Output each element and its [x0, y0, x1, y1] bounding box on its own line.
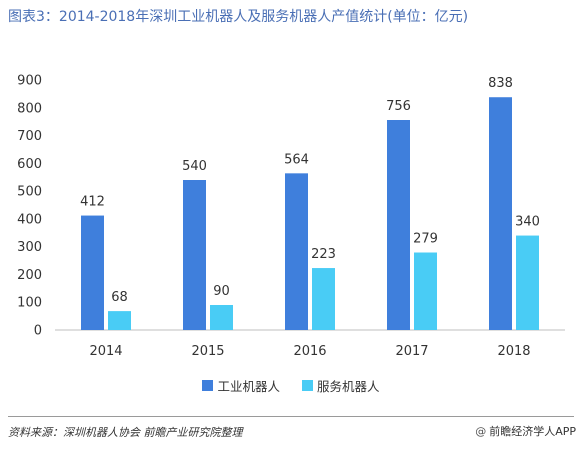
- legend-swatch-service: [302, 380, 313, 391]
- brand-credit: @ 前瞻经济学人APP: [475, 423, 576, 439]
- bar-industrial: [183, 180, 206, 330]
- y-tick-label: 900: [17, 74, 42, 89]
- bar-industrial: [387, 120, 410, 330]
- x-tick-label: 2018: [497, 344, 530, 359]
- data-label: 90: [213, 284, 230, 299]
- y-tick-label: 200: [17, 268, 42, 283]
- bar-service: [516, 235, 539, 330]
- data-label: 756: [386, 99, 411, 114]
- y-tick-label: 100: [17, 296, 42, 311]
- legend-swatch-industrial: [202, 380, 214, 391]
- data-label: 68: [111, 290, 128, 305]
- legend-label-service: 服务机器人: [317, 379, 380, 394]
- legend-label-industrial: 工业机器人: [217, 379, 280, 394]
- bar-service: [414, 252, 437, 330]
- y-tick-label: 600: [17, 157, 42, 172]
- y-tick-label: 700: [17, 129, 42, 144]
- y-tick-label: 300: [17, 240, 42, 255]
- bar-service: [312, 268, 335, 330]
- bar-service: [210, 305, 233, 330]
- y-tick-label: 800: [17, 101, 42, 116]
- bar-service: [108, 311, 131, 330]
- footer-divider: [8, 416, 574, 417]
- data-label: 279: [413, 232, 438, 247]
- data-label: 340: [515, 215, 540, 230]
- y-tick-label: 500: [17, 185, 42, 200]
- legend-item-service: 服务机器人: [302, 376, 380, 395]
- at-sign-icon: @: [475, 424, 487, 438]
- bar-chart: 0 100 200 300 400 500 600 700 800 900 2014 412 68 201…: [17, 74, 565, 359]
- bar-industrial: [489, 97, 512, 330]
- bar-industrial: [81, 215, 104, 330]
- data-label: 540: [182, 159, 207, 174]
- chart-legend: 工业机器人 服务机器人: [0, 376, 582, 395]
- legend-item-industrial: 工业机器人: [202, 376, 280, 395]
- chart-title: 图表3：2014-2018年深圳工业机器人及服务机器人产值统计(单位：亿元): [8, 9, 469, 25]
- brand-label: 前瞻经济学人APP: [489, 425, 576, 438]
- y-tick-label: 0: [34, 324, 42, 339]
- x-tick-label: 2015: [191, 344, 224, 359]
- data-label: 412: [80, 195, 105, 210]
- data-label: 838: [488, 76, 513, 91]
- source-note: 资料来源：深圳机器人协会 前瞻产业研究院整理: [8, 426, 243, 439]
- x-tick-label: 2016: [293, 344, 326, 359]
- bar-industrial: [285, 173, 308, 330]
- data-label: 223: [311, 247, 336, 262]
- data-label: 564: [284, 152, 309, 167]
- y-tick-label: 400: [17, 212, 42, 227]
- x-tick-label: 2014: [89, 344, 122, 359]
- x-tick-label: 2017: [395, 344, 428, 359]
